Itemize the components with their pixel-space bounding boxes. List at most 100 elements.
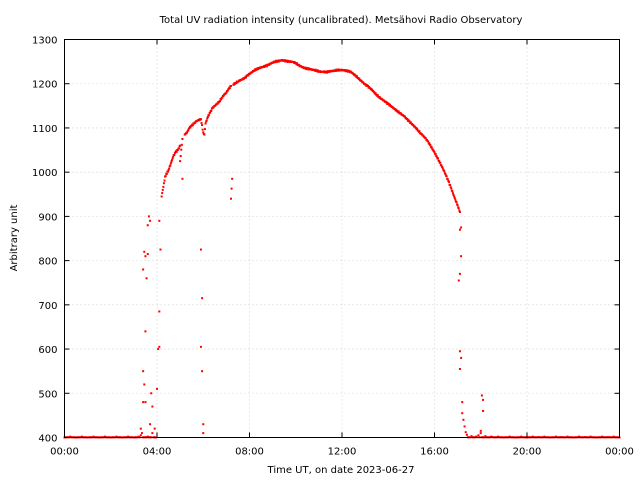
data-point [364, 83, 367, 86]
data-point [543, 435, 546, 438]
data-point [199, 345, 202, 348]
data-point [319, 71, 322, 74]
data-point [398, 112, 401, 115]
data-point [286, 61, 289, 64]
data-point [429, 144, 432, 147]
data-point [418, 130, 421, 133]
data-point [316, 69, 319, 72]
data-point [414, 126, 417, 129]
data-point [277, 59, 280, 62]
data-point [283, 59, 286, 62]
data-point [334, 70, 337, 72]
data-point [266, 63, 269, 66]
data-point [235, 82, 238, 85]
data-point [210, 109, 213, 112]
data-point [222, 95, 225, 98]
data-point [176, 148, 179, 151]
data-point [460, 356, 463, 359]
data-point [314, 68, 317, 71]
data-point [458, 272, 461, 275]
data-point [219, 100, 222, 103]
x-tick-label: 16:00 [420, 447, 449, 458]
data-point [232, 83, 235, 86]
data-point [80, 435, 83, 438]
data-point [293, 60, 296, 63]
data-point [422, 134, 425, 137]
data-point [202, 432, 205, 435]
ticks-layer: 400 500 600 700 800 900 1000 1100 1200 1300 00:00 0… [32, 36, 634, 458]
data-point [251, 71, 254, 74]
data-point [226, 90, 229, 93]
data-point [333, 69, 336, 72]
data-point [144, 401, 147, 404]
data-point [358, 79, 361, 82]
data-point [230, 187, 233, 190]
data-point [277, 60, 280, 63]
data-point [416, 129, 419, 132]
data-point [302, 66, 305, 69]
data-point [170, 160, 173, 163]
data-point [385, 101, 388, 104]
data-point [384, 100, 387, 103]
data-point [554, 435, 557, 438]
data-point [460, 255, 463, 258]
data-point [191, 124, 194, 127]
data-point [161, 188, 164, 191]
data-point [173, 153, 176, 156]
data-point [210, 107, 213, 110]
data-point [206, 115, 209, 118]
data-point [253, 69, 256, 72]
data-point [449, 183, 452, 186]
grid-layer [64, 39, 620, 438]
data-point [566, 435, 569, 438]
data-point [202, 131, 205, 134]
data-point [325, 70, 328, 73]
data-point [351, 72, 354, 75]
data-point [434, 153, 437, 156]
data-point [356, 75, 359, 78]
data-point [343, 68, 346, 71]
data-point [424, 137, 427, 140]
data-point [268, 63, 271, 66]
data-point [479, 432, 482, 435]
data-point [444, 173, 447, 176]
data-point [284, 59, 287, 62]
x-axis-label: Time UT, on date 2023-06-27 [267, 465, 415, 476]
data-point [477, 434, 480, 437]
data-point [164, 175, 167, 178]
data-point [376, 94, 379, 97]
data-point [383, 99, 386, 102]
data-point [175, 150, 178, 153]
data-point [197, 119, 200, 122]
data-point [601, 435, 604, 438]
data-point [151, 405, 154, 408]
data-point [386, 102, 389, 105]
data-point [151, 432, 154, 435]
data-point [335, 69, 338, 72]
data-point [456, 203, 459, 206]
data-point [146, 224, 149, 227]
data-point [420, 133, 423, 136]
data-point [159, 248, 162, 251]
data-point [264, 64, 267, 67]
data-point [453, 197, 456, 199]
data-point [430, 146, 433, 149]
data-point [399, 112, 402, 115]
data-point [508, 435, 511, 438]
data-point [308, 67, 311, 70]
data-point [242, 78, 245, 81]
data-point [257, 68, 260, 71]
y-tick-label: 900 [38, 212, 57, 223]
data-point [192, 122, 195, 125]
data-point [316, 70, 319, 73]
data-point [304, 66, 307, 69]
data-point [412, 123, 415, 126]
data-point [202, 132, 205, 135]
data-point [167, 168, 170, 171]
data-point [177, 147, 180, 150]
data-point [428, 142, 431, 145]
data-point [287, 59, 290, 62]
data-point [181, 138, 184, 140]
